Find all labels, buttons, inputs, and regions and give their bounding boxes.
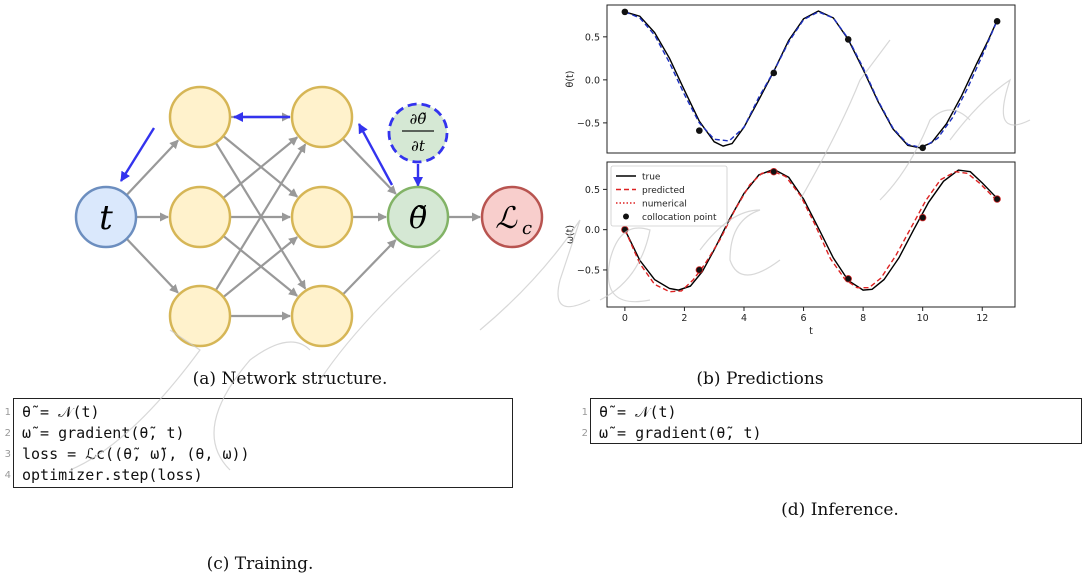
code-text: optimizer.step(loss) [22,466,203,484]
legend-label: predicted [642,186,685,196]
input-node-label: t [99,198,113,238]
code-text: ω̃ = gradient(θ̃, t) [599,424,762,442]
caption-b: (b) Predictions [696,369,824,389]
code-line: 3 loss = ℒc((θ̃, ω̃), (θ, ω)) [5,444,512,465]
collocation-point [770,69,778,77]
collocation-point [844,275,852,283]
legend-label: true [642,173,661,183]
predictions-chart: −0.5 0.0 0.5 θ(t) −0.5 0.0 0.5 ω(t) 0 2 4 6 8 10 12 t tr… [565,4,1016,337]
collocation-point [844,36,852,43]
code-line: 2 ω̃ = gradient(θ̃, t) [582,423,1081,444]
collocation-point [993,18,1001,25]
y-tick-label: −0.5 [577,118,600,129]
caption-a: (a) Network structure. [192,369,388,389]
derivative-denominator: ∂t [411,137,426,155]
legend-label: numerical [642,200,687,210]
collocation-point [695,266,704,274]
x-tick-label: 6 [801,313,807,324]
loss-node-subscript: c [522,218,532,239]
collocation-point [621,225,629,234]
code-line: 1 θ̃ = 𝒩(t) [5,402,512,423]
line-number: 4 [4,470,11,481]
x-tick-label: 8 [860,313,866,324]
edge-hidden1-hidden2 [222,136,299,199]
y-axis-label: θ(t) [565,71,576,88]
code-line: 2 ω̃ = gradient(θ̃, t) [5,423,512,444]
edge-hidden1-hidden2 [222,236,298,298]
legend-box [610,165,728,227]
x-tick-label: 4 [741,313,747,324]
line-number: 2 [581,428,588,439]
edge-hidden2-output [341,137,397,195]
hidden-node [290,185,354,249]
input-node [74,185,138,249]
y-axis-label: ω(t) [565,225,576,244]
code-text: loss = ℒc((θ̃, ω̃), (θ, ω)) [22,445,250,463]
legend: true predicted numerical collocation point [610,165,728,227]
line-number: 1 [581,407,588,418]
line-number: 3 [4,449,11,460]
backprop-arrows [119,112,423,187]
plot-panel-theta: −0.5 0.0 0.5 θ(t) [565,4,1016,154]
edge-hidden2-output [342,239,397,296]
output-node-label: θ̃ [409,201,427,236]
legend-label: collocation point [642,213,717,223]
y-tick-label: 0.0 [585,75,600,86]
code-line: 4 optimizer.step(loss) [5,465,512,486]
hidden-node [168,85,232,149]
y-tick-label: −0.5 [577,265,600,276]
collocation-point [993,195,1001,203]
collocation-point [919,144,926,152]
code-text: ω̃ = gradient(θ̃, t) [22,424,185,442]
caption-d: (d) Inference. [781,500,899,520]
plot-frame [606,4,1016,154]
edge-input-hidden1 [125,139,179,196]
network-edges [125,112,481,321]
edge-input-hidden1 [125,237,179,294]
training-code-listing: 1 θ̃ = 𝒩(t) 2 ω̃ = gradient(θ̃, t) 3 loss = ℒ… [5,398,513,488]
y-tick-label: 0.5 [585,185,600,196]
hidden-node [168,185,232,249]
output-node [386,185,450,249]
x-tick-label: 12 [976,313,988,324]
x-tick-label: 2 [681,313,687,324]
hidden-node [290,284,354,348]
legend-marker [623,213,629,220]
caption-c: (c) Training. [206,554,314,574]
x-tick-label: 10 [917,313,929,324]
line-number: 1 [4,407,11,418]
hidden-node [290,85,354,149]
y-tick-label: 0.5 [585,32,600,43]
network-diagram: t ∂θ̃ ∂t θ̃ ℒ c [74,85,544,348]
collocation-point [621,8,629,16]
edge-hidden1-hidden2 [214,143,307,291]
x-axis-label: t [809,326,813,337]
code-line: 1 θ̃ = 𝒩(t) [582,402,1081,423]
collocation-point [770,167,778,176]
y-tick-label: 0.0 [585,225,600,236]
plot-panel-omega: −0.5 0.0 0.5 ω(t) 0 2 4 6 8 10 12 t true predicted num… [565,161,1016,337]
line-number: 2 [4,428,11,439]
loss-node-label: ℒ [495,201,518,236]
derivative-node [387,102,449,164]
hidden-node [168,284,232,348]
code-text: θ̃ = 𝒩(t) [599,403,677,421]
inference-code-listing: 1 θ̃ = 𝒩(t) 2 ω̃ = gradient(θ̃, t) [582,398,1082,444]
code-text: θ̃ = 𝒩(t) [22,403,100,421]
x-tick-label: 0 [622,313,628,324]
collocation-point [696,127,703,134]
derivative-numerator: ∂θ̃ [410,110,427,128]
collocation-point [918,213,927,222]
